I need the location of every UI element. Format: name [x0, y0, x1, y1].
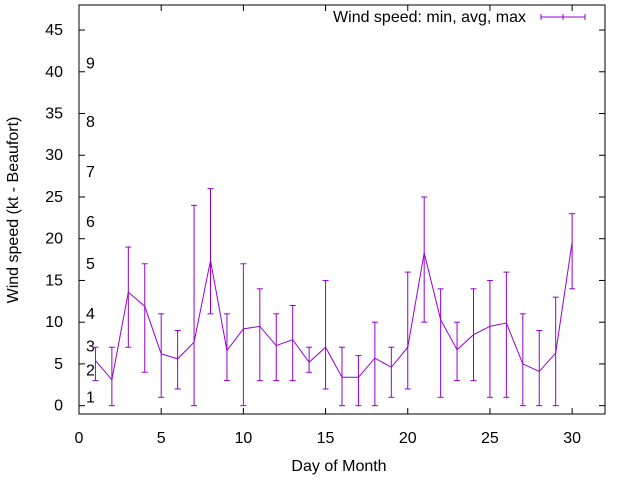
legend-label: Wind speed: min, avg, max	[333, 9, 526, 26]
series-line	[95, 241, 573, 381]
x-tick-label: 30	[563, 430, 581, 447]
y-axis-label: Wind speed (kt - Beaufort)	[5, 117, 22, 304]
y-tick-label: 35	[45, 106, 63, 123]
y-tick-label: 10	[45, 314, 63, 331]
x-tick-label: 0	[75, 430, 84, 447]
x-tick-label: 25	[481, 430, 499, 447]
beaufort-label: 8	[86, 114, 95, 131]
beaufort-scale-labels: 1 2 3 4 5 6 7 8 9	[86, 55, 95, 406]
plot-frame	[78, 4, 606, 415]
x-axis-label: Day of Month	[291, 458, 386, 475]
y-tick-label: 20	[45, 231, 63, 248]
beaufort-label: 3	[86, 338, 95, 355]
beaufort-label: 7	[86, 164, 95, 181]
y-tick-label: 25	[45, 189, 63, 206]
x-tick-label: 15	[317, 430, 335, 447]
y-tick-label: 15	[45, 272, 63, 289]
x-tick-label: 20	[399, 430, 417, 447]
x-tick-label: 5	[157, 430, 166, 447]
beaufort-label: 5	[86, 256, 95, 273]
beaufort-label: 4	[86, 306, 95, 323]
y-tick-label: 40	[45, 64, 63, 81]
beaufort-label: 6	[86, 214, 95, 231]
y-tick-label: 0	[54, 398, 63, 415]
legend-swatch	[540, 14, 586, 20]
x-axis-ticks: 0 5 10 15 20 25 30	[75, 5, 581, 447]
beaufort-label: 1	[86, 389, 95, 406]
beaufort-label: 9	[86, 55, 95, 72]
x-tick-label: 10	[234, 430, 252, 447]
y-tick-label: 45	[45, 22, 63, 39]
y-tick-label: 5	[54, 356, 63, 373]
y-tick-label: 30	[45, 147, 63, 164]
beaufort-label: 2	[86, 363, 95, 380]
legend: Wind speed: min, avg, max	[333, 9, 586, 26]
series-errorbars	[92, 188, 576, 407]
